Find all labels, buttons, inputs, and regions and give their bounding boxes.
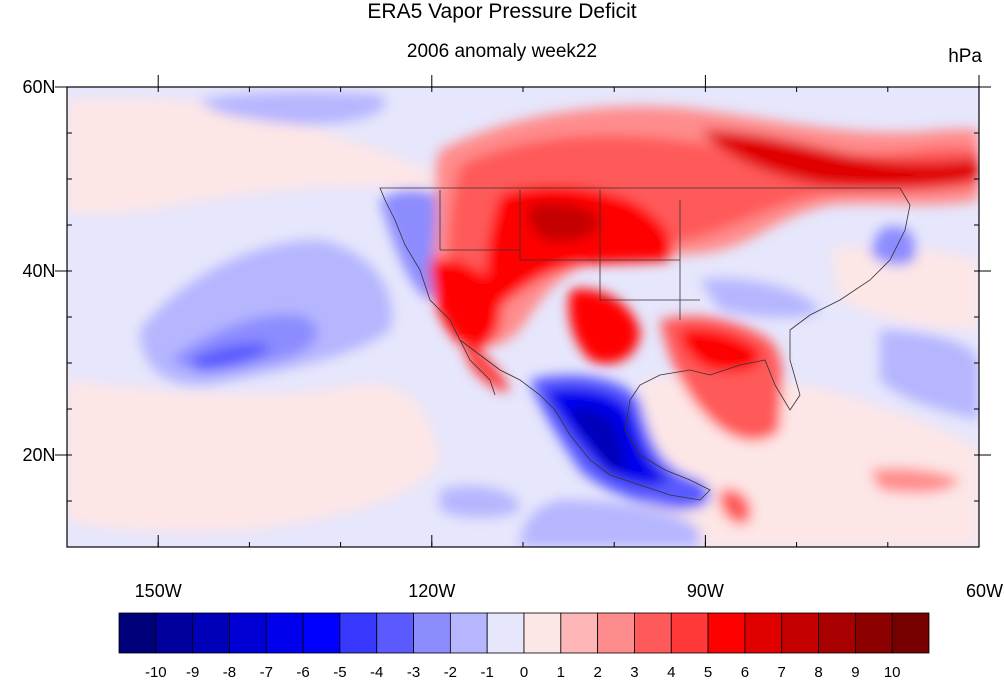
colorbar-label: -10 bbox=[145, 664, 167, 681]
colorbar-swatch bbox=[339, 612, 378, 654]
lon-tick-label: 60W bbox=[966, 581, 1003, 601]
colorbar-swatch bbox=[265, 612, 304, 654]
colorbar-label: 4 bbox=[667, 664, 675, 681]
colorbar-swatch bbox=[707, 612, 746, 654]
colorbar-label: 8 bbox=[814, 664, 822, 681]
lat-tick-label: 40N bbox=[22, 261, 55, 281]
colorbar-label: -4 bbox=[370, 664, 383, 681]
colorbar-label: -3 bbox=[407, 664, 420, 681]
colorbar-swatch bbox=[413, 612, 451, 654]
lon-tick-label: 90W bbox=[687, 581, 724, 601]
colorbar-swatch bbox=[597, 612, 635, 654]
colorbar-swatch bbox=[634, 612, 672, 654]
colorbar: -10 -9 -8 -7 -6 -5 -4 -3 -2 -1 0 1 2 3 4 5 6 7 8 9 10 bbox=[118, 612, 930, 681]
colorbar-swatch bbox=[376, 612, 414, 654]
colorbar-label: -8 bbox=[223, 664, 236, 681]
axis-ticks: 150W 120W 90W 60W 60N 40N 20N bbox=[22, 75, 1003, 601]
colorbar-label: -1 bbox=[481, 664, 494, 681]
colorbar-swatch bbox=[118, 612, 157, 654]
colorbar-swatch bbox=[155, 612, 194, 654]
colorbar-label: -2 bbox=[444, 664, 457, 681]
colorbar-label: -5 bbox=[333, 664, 346, 681]
colorbar-swatch bbox=[229, 612, 267, 654]
colorbar-label: 5 bbox=[704, 664, 712, 681]
colorbar-swatch bbox=[744, 612, 783, 654]
coastlines bbox=[379, 187, 911, 501]
lon-tick-label: 120W bbox=[408, 581, 455, 601]
colorbar-swatch bbox=[560, 612, 599, 654]
colorbar-swatch bbox=[781, 612, 819, 654]
anomaly-field bbox=[67, 87, 979, 547]
figure-subtitle: 2006 anomaly week22 bbox=[406, 41, 598, 62]
colorbar-swatch bbox=[192, 612, 230, 654]
colorbar-swatch bbox=[523, 612, 562, 654]
lat-tick-label: 60N bbox=[22, 77, 55, 97]
colorbar-label: 3 bbox=[630, 664, 638, 681]
lon-tick-label: 150W bbox=[135, 581, 182, 601]
colorbar-swatch bbox=[449, 612, 488, 654]
colorbar-label: -9 bbox=[186, 664, 199, 681]
units-label: hPa bbox=[948, 46, 982, 67]
colorbar-swatch bbox=[891, 612, 930, 654]
colorbar-swatch bbox=[670, 612, 709, 654]
colorbar-swatch bbox=[818, 612, 856, 654]
colorbar-label: 1 bbox=[557, 664, 565, 681]
colorbar-swatch bbox=[486, 612, 525, 654]
colorbar-swatch bbox=[302, 612, 341, 654]
figure-title: ERA5 Vapor Pressure Deficit bbox=[367, 0, 637, 23]
colorbar-label: 7 bbox=[778, 664, 786, 681]
colorbar-label: 0 bbox=[520, 664, 528, 681]
colorbar-label: -7 bbox=[260, 664, 273, 681]
colorbar-label: 2 bbox=[593, 664, 601, 681]
colorbar-label: 6 bbox=[741, 664, 749, 681]
colorbar-label: 9 bbox=[851, 664, 859, 681]
lat-tick-label: 20N bbox=[22, 445, 55, 465]
colorbar-label: 10 bbox=[884, 664, 901, 681]
colorbar-swatch bbox=[854, 612, 893, 654]
colorbar-label: -6 bbox=[296, 664, 309, 681]
